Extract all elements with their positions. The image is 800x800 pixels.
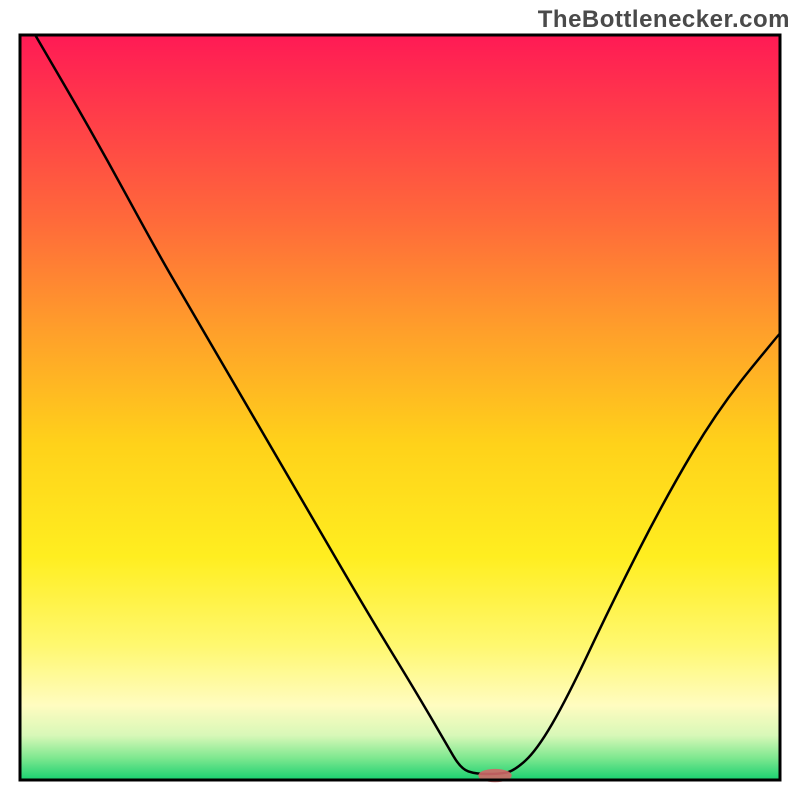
chart-svg [0,0,800,800]
bottleneck-chart: TheBottlenecker.com [0,0,800,800]
chart-background [20,35,780,780]
watermark-text: TheBottlenecker.com [538,6,790,34]
